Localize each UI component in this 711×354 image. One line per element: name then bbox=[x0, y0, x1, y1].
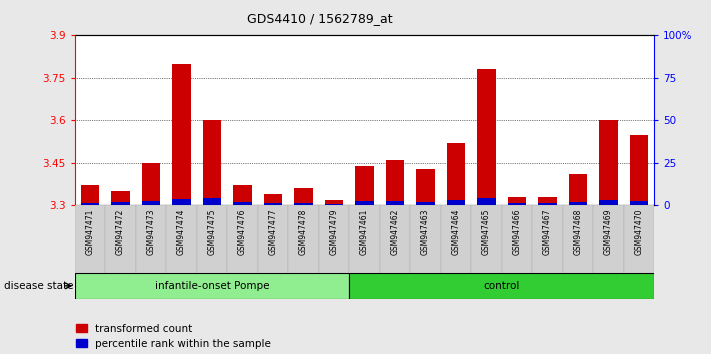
Bar bbox=[136, 205, 166, 273]
Bar bbox=[538, 197, 557, 205]
Bar bbox=[416, 169, 434, 205]
Text: GSM947466: GSM947466 bbox=[513, 209, 521, 255]
Bar bbox=[325, 200, 343, 205]
Bar bbox=[502, 205, 532, 273]
Text: GDS4410 / 1562789_at: GDS4410 / 1562789_at bbox=[247, 12, 392, 25]
Bar bbox=[141, 163, 160, 205]
Bar bbox=[233, 185, 252, 205]
Bar bbox=[532, 205, 562, 273]
Text: GSM947468: GSM947468 bbox=[573, 209, 582, 255]
Text: GSM947477: GSM947477 bbox=[268, 209, 277, 255]
Bar bbox=[75, 205, 105, 273]
Text: control: control bbox=[483, 281, 520, 291]
Bar bbox=[349, 273, 654, 299]
Text: GSM947472: GSM947472 bbox=[116, 209, 125, 255]
Bar bbox=[562, 205, 593, 273]
Bar bbox=[294, 202, 313, 205]
Bar bbox=[319, 205, 349, 273]
Bar bbox=[386, 201, 404, 205]
Bar bbox=[349, 205, 380, 273]
Text: GSM947467: GSM947467 bbox=[543, 209, 552, 255]
Bar bbox=[325, 204, 343, 205]
Bar bbox=[257, 205, 288, 273]
Text: GSM947471: GSM947471 bbox=[85, 209, 95, 255]
Text: GSM947464: GSM947464 bbox=[451, 209, 461, 255]
Text: GSM947470: GSM947470 bbox=[634, 209, 643, 255]
Bar bbox=[81, 185, 99, 205]
Bar bbox=[111, 202, 129, 205]
Text: GSM947479: GSM947479 bbox=[329, 209, 338, 255]
Text: infantile-onset Pompe: infantile-onset Pompe bbox=[155, 281, 269, 291]
Text: GSM947463: GSM947463 bbox=[421, 209, 430, 255]
Bar bbox=[477, 198, 496, 205]
Text: GSM947475: GSM947475 bbox=[208, 209, 216, 255]
Bar bbox=[233, 202, 252, 205]
Bar bbox=[386, 160, 404, 205]
Bar bbox=[203, 120, 221, 205]
Bar bbox=[569, 174, 587, 205]
Bar bbox=[75, 273, 349, 299]
Text: GSM947469: GSM947469 bbox=[604, 209, 613, 255]
Bar bbox=[264, 194, 282, 205]
Legend: transformed count, percentile rank within the sample: transformed count, percentile rank withi… bbox=[76, 324, 271, 349]
Text: disease state: disease state bbox=[4, 281, 73, 291]
Bar bbox=[416, 202, 434, 205]
Text: GSM947465: GSM947465 bbox=[482, 209, 491, 255]
Bar bbox=[630, 135, 648, 205]
Bar bbox=[508, 203, 526, 205]
Bar bbox=[471, 205, 502, 273]
Bar bbox=[111, 191, 129, 205]
Bar bbox=[81, 202, 99, 205]
Bar bbox=[477, 69, 496, 205]
Text: GSM947462: GSM947462 bbox=[390, 209, 400, 255]
Bar bbox=[264, 202, 282, 205]
Text: GSM947461: GSM947461 bbox=[360, 209, 369, 255]
Bar bbox=[356, 166, 373, 205]
Bar bbox=[356, 201, 373, 205]
Bar bbox=[441, 205, 471, 273]
Bar bbox=[508, 197, 526, 205]
Bar bbox=[447, 143, 465, 205]
Bar bbox=[447, 200, 465, 205]
Bar bbox=[203, 198, 221, 205]
Bar bbox=[227, 205, 257, 273]
Bar bbox=[599, 200, 618, 205]
Bar bbox=[593, 205, 624, 273]
Bar bbox=[172, 64, 191, 205]
Bar bbox=[624, 205, 654, 273]
Text: GSM947478: GSM947478 bbox=[299, 209, 308, 255]
Bar bbox=[172, 199, 191, 205]
Bar bbox=[197, 205, 227, 273]
Bar bbox=[410, 205, 441, 273]
Bar bbox=[630, 201, 648, 205]
Bar bbox=[166, 205, 197, 273]
Bar bbox=[538, 203, 557, 205]
Text: GSM947474: GSM947474 bbox=[177, 209, 186, 255]
Bar bbox=[294, 188, 313, 205]
Text: GSM947473: GSM947473 bbox=[146, 209, 156, 255]
Text: GSM947476: GSM947476 bbox=[238, 209, 247, 255]
Bar bbox=[105, 205, 136, 273]
Bar bbox=[288, 205, 319, 273]
Bar bbox=[141, 201, 160, 205]
Bar bbox=[599, 120, 618, 205]
Bar bbox=[569, 202, 587, 205]
Bar bbox=[380, 205, 410, 273]
